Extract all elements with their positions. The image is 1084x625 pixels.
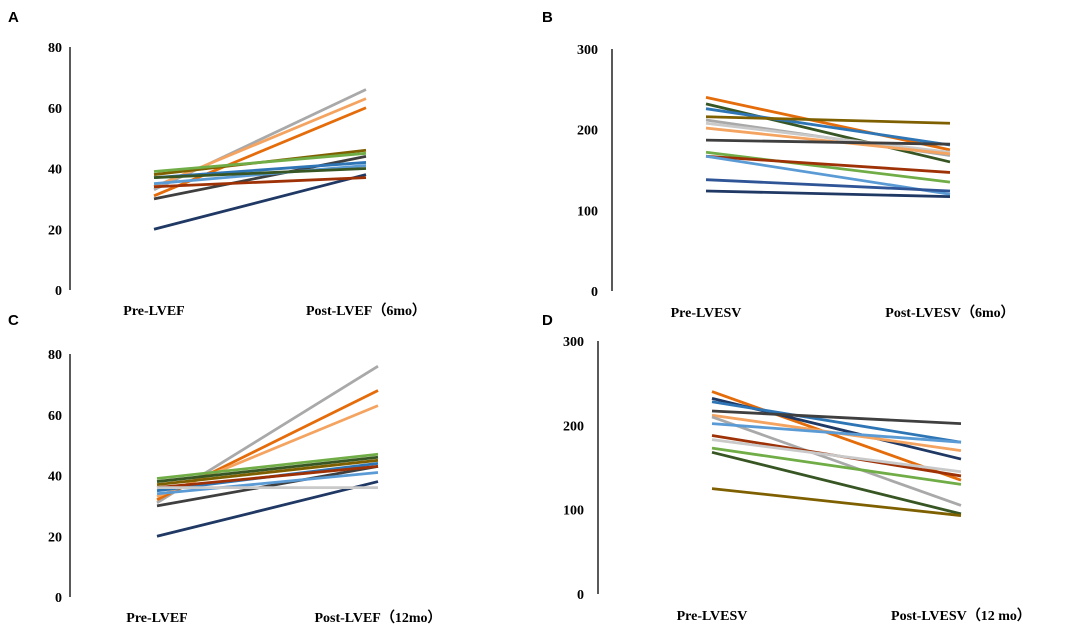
panel-d-series-line: [711, 415, 962, 507]
panel-d-letter: D: [542, 312, 553, 329]
panel-b-category-label: Pre-LVESV: [671, 306, 742, 321]
panel-d-series-line: [711, 400, 962, 444]
panel-c-series-line: [156, 452, 379, 480]
panel-a-series-line: [153, 154, 367, 201]
panel-d-series-line: [711, 409, 962, 426]
panel-c-series-line: [156, 464, 379, 490]
panel-c-y-tick-label: 0: [55, 591, 62, 606]
panel-b-series-line: [705, 150, 951, 184]
panel-d-y-tick-label: 100: [563, 504, 584, 519]
panel-b-y-tick-label: 100: [577, 204, 598, 219]
panel-a-y-tick-label: 0: [55, 284, 62, 299]
panel-c-series-line: [156, 480, 379, 538]
panel-c-series-line: [156, 471, 379, 496]
panel-b-series-line: [705, 138, 951, 146]
panel-a-series-line: [153, 97, 367, 189]
panel-b-y-tick-label: 0: [591, 285, 598, 300]
panel-a-y-tick-label: 40: [48, 163, 62, 178]
panel-d-series-line: [711, 450, 962, 516]
panel-b-series-line: [705, 154, 951, 174]
panel-a-category-label: Post-LVEF（6mo）: [306, 303, 426, 319]
panel-c-series-line: [156, 465, 379, 508]
panel-a-series-line: [153, 164, 367, 186]
panel-d-y-tick-label: 300: [563, 335, 584, 350]
panel-d-y-tick-label: 200: [563, 419, 584, 434]
panel-c-series-line: [156, 455, 379, 483]
panel-a-y-tick-label: 60: [48, 102, 62, 117]
panel-d-series-line: [711, 438, 962, 474]
panel-c-y-tick-label: 20: [48, 530, 62, 545]
panel-a-series-line: [153, 173, 367, 231]
panel-c-y-tick-label: 60: [48, 409, 62, 424]
panel-b-series-line: [705, 115, 951, 125]
panel-d-series-line: [711, 446, 962, 486]
panel-c-y-tick-label: 40: [48, 470, 62, 485]
panel-b-series-line: [705, 121, 951, 154]
panel-c-y-tick-label: 80: [48, 348, 62, 363]
panel-b-series-line: [705, 107, 951, 147]
panel-b-letter: B: [542, 9, 553, 26]
panel-b-y-tick-label: 300: [577, 43, 598, 58]
panel-a-series-line: [153, 176, 367, 189]
panel-b-series-line: [705, 189, 951, 199]
panel-b-series-line: [705, 178, 951, 193]
panel-c-category-label: Pre-LVEF: [126, 611, 187, 625]
panel-d-y-tick-label: 0: [577, 588, 584, 603]
panel-a-y-tick-label: 80: [48, 41, 62, 56]
panel-a-letter: A: [8, 9, 19, 26]
panel-b-series-line: [705, 96, 951, 152]
panel-a-y-tick-label: 20: [48, 223, 62, 238]
panel-a-category-label: Pre-LVEF: [123, 304, 184, 319]
panel-d-series-line: [711, 422, 962, 444]
panel-c-letter: C: [8, 312, 19, 329]
panel-d-category-label: Pre-LVESV: [677, 609, 748, 624]
panel-d-series-line: [711, 487, 962, 517]
panel-b-y-tick-label: 200: [577, 124, 598, 139]
panel-a-series-line: [153, 151, 367, 173]
panel-a-series-line: [153, 167, 367, 180]
panel-b-category-label: Post-LVESV（6mo）: [885, 305, 1014, 321]
panel-c-series-line: [156, 458, 379, 487]
panel-d-category-label: Post-LVESV（12 mo）: [891, 608, 1031, 624]
panel-c-category-label: Post-LVEF（12mo）: [314, 610, 441, 625]
